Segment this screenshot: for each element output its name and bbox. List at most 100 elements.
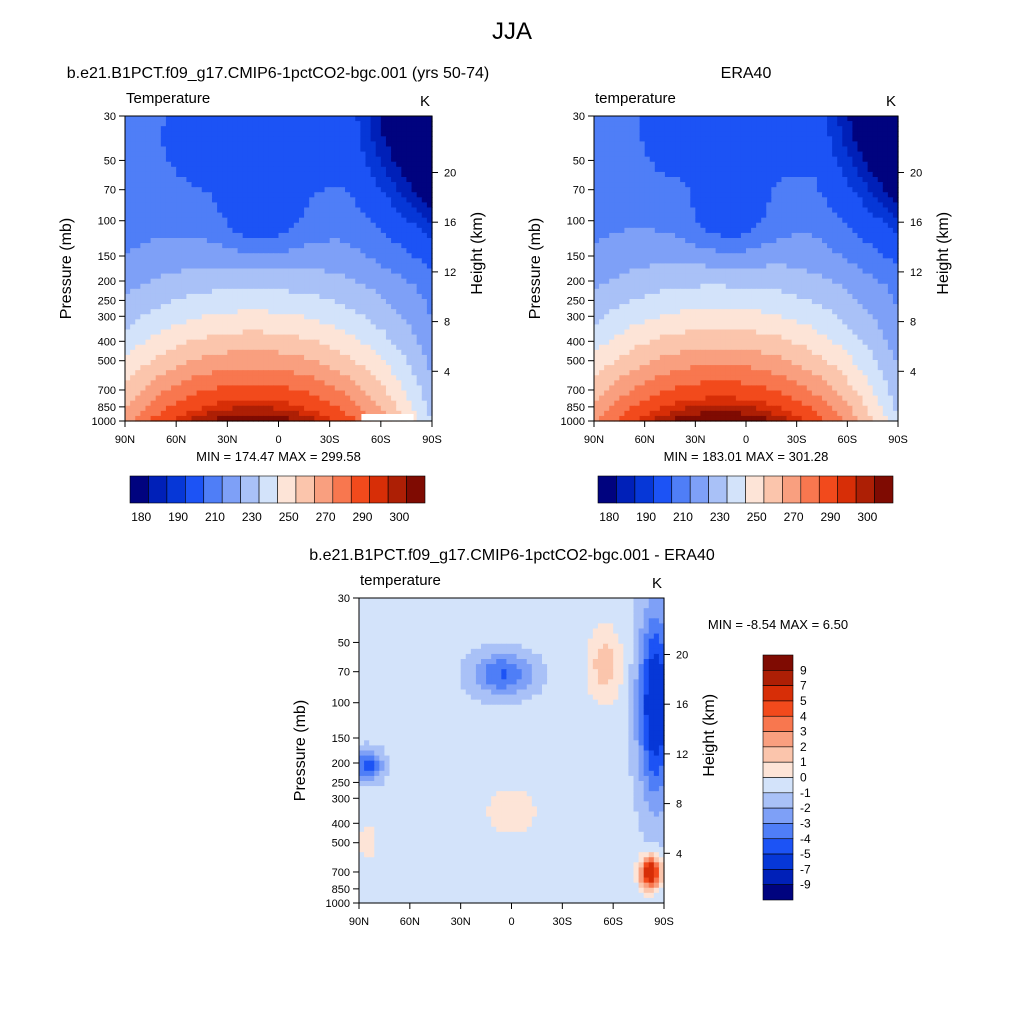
heatmap-cell — [125, 309, 131, 315]
heatmap-cell — [401, 263, 408, 270]
heatmap-cell — [355, 263, 361, 270]
heatmap-cell — [191, 283, 198, 290]
heatmap-cell — [375, 390, 382, 397]
heatmap-cell — [125, 334, 131, 341]
heatmap-cell — [155, 314, 162, 320]
heatmap-cell — [791, 187, 798, 193]
heatmap-cell — [273, 136, 280, 143]
heatmap-cell — [365, 161, 372, 168]
heatmap-cell — [191, 222, 198, 229]
heatmap-cell — [832, 131, 838, 137]
heatmap-cell — [685, 217, 691, 224]
heatmap-cell — [375, 339, 382, 346]
heatmap-cell — [186, 344, 193, 351]
heatmap-cell — [329, 141, 336, 148]
heatmap-cell — [329, 151, 336, 158]
panel-title: b.e21.B1PCT.f09_g17.CMIP6-1pctCO2-bgc.00… — [67, 65, 489, 82]
heatmap-cell — [751, 161, 757, 168]
heatmap-cell — [211, 146, 218, 153]
heatmap-cell — [365, 360, 372, 366]
heatmap-cell — [211, 334, 218, 341]
heatmap-cell — [380, 365, 387, 371]
heatmap-cell — [609, 202, 615, 209]
heatmap-cell — [416, 410, 423, 417]
heatmap-cell — [735, 161, 742, 168]
heatmap-cell — [211, 365, 218, 371]
colorbar-swatch — [240, 475, 260, 504]
heatmap-cell — [314, 258, 321, 265]
heatmap-cell — [401, 253, 408, 259]
heatmap-cell — [345, 222, 351, 229]
heatmap-cell — [730, 166, 737, 173]
heatmap-cell — [242, 375, 249, 381]
heatmap-cell — [165, 202, 172, 209]
heatmap-cell — [730, 121, 737, 127]
heatmap-cell — [421, 405, 428, 412]
min-max-text: MIN = 174.47 MAX = 299.58 — [196, 449, 361, 464]
heatmap-cell — [339, 171, 346, 178]
heatmap-cell — [365, 395, 372, 402]
heatmap-cell — [685, 166, 691, 173]
heatmap-cell — [211, 151, 218, 158]
heatmap-cell — [283, 243, 290, 249]
heatmap-cell — [186, 166, 193, 173]
heatmap-cell — [268, 314, 274, 320]
heatmap-cell — [140, 263, 147, 270]
heatmap-cell — [252, 248, 259, 254]
heatmap-cell — [350, 171, 356, 178]
heatmap-cell — [604, 136, 610, 143]
heatmap-cell — [258, 314, 264, 320]
heatmap-cell — [268, 187, 274, 193]
heatmap-cell — [329, 268, 336, 275]
heatmap-cell — [385, 253, 392, 259]
heatmap-cell — [380, 151, 387, 158]
heatmap-cell — [181, 243, 187, 249]
heatmap-cell — [375, 375, 382, 381]
heatmap-cell — [232, 288, 239, 295]
heatmap-cell — [227, 268, 234, 275]
heatmap-cell — [130, 166, 136, 173]
heatmap-cell — [426, 324, 433, 331]
heatmap-cell — [165, 126, 172, 132]
heatmap-cell — [360, 273, 367, 280]
pressure-tick-label: 70 — [104, 185, 116, 197]
heatmap-cell — [746, 222, 752, 229]
heatmap-cell — [125, 177, 131, 183]
heatmap-cell — [222, 334, 228, 341]
heatmap-cell — [370, 324, 377, 331]
heatmap-cell — [370, 202, 377, 209]
heatmap-cell — [196, 192, 203, 198]
heatmap-cell — [756, 212, 762, 219]
heatmap-cell — [273, 400, 280, 407]
heatmap-cell — [181, 232, 187, 239]
heatmap-cell — [324, 278, 331, 285]
heatmap-cell — [350, 299, 356, 305]
heatmap-cell — [125, 278, 131, 285]
heatmap-cell — [237, 121, 244, 127]
heatmap-cell — [365, 268, 372, 275]
heatmap-cell — [278, 395, 285, 402]
heatmap-cell — [639, 197, 646, 204]
heatmap-cell — [385, 278, 392, 285]
heatmap-cell — [426, 410, 433, 417]
heatmap-cell — [217, 171, 223, 178]
heatmap-cell — [822, 156, 828, 163]
heatmap-cell — [411, 288, 418, 295]
heatmap-cell — [401, 344, 408, 351]
heatmap-cell — [263, 121, 269, 127]
heatmap-cell — [268, 324, 274, 331]
colorbar-label: 250 — [279, 510, 299, 524]
heatmap-cell — [355, 309, 361, 315]
heatmap-cell — [155, 232, 162, 239]
heatmap-cell — [380, 248, 387, 254]
heatmap-cell — [258, 405, 264, 412]
heatmap-cell — [599, 187, 605, 193]
heatmap-cell — [375, 222, 382, 229]
heatmap-cell — [796, 141, 803, 148]
pressure-tick-label: 400 — [98, 336, 116, 348]
heatmap-cell — [614, 141, 620, 148]
heatmap-cell — [401, 339, 408, 346]
heatmap-cell — [720, 202, 727, 209]
heatmap-cell — [375, 268, 382, 275]
heatmap-cell — [796, 217, 803, 224]
